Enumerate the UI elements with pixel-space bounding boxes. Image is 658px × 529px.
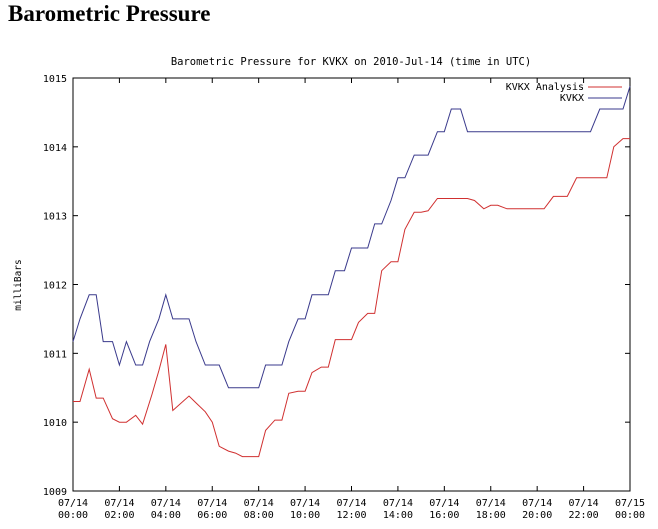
x-tick-label-date: 07/15 <box>615 498 645 509</box>
y-axis: 1009 1010 1011 1012 1013 1014 1015 <box>43 74 630 498</box>
series-line-kvkx-analysis <box>73 138 630 458</box>
x-tick-label-time: 06:00 <box>197 510 227 521</box>
x-tick-label-date: 07/14 <box>197 498 227 509</box>
x-tick-label-date: 07/14 <box>290 498 320 509</box>
y-tick-label: 1013 <box>43 212 67 223</box>
plot-frame <box>72 77 631 492</box>
y-tick-label: 1014 <box>43 143 67 154</box>
legend-label: KVKX <box>560 93 584 104</box>
y-tick-label: 1011 <box>43 349 67 360</box>
x-tick-label-time: 22:00 <box>569 510 599 521</box>
x-tick-label-time: 12:00 <box>336 510 366 521</box>
y-tick-label: 1010 <box>43 418 67 429</box>
y-axis-label: milliBars <box>13 259 24 310</box>
x-tick-label-date: 07/14 <box>58 498 88 509</box>
x-tick-label-time: 16:00 <box>429 510 459 521</box>
x-tick-label-time: 08:00 <box>244 510 274 521</box>
x-tick-label-date: 07/14 <box>151 498 181 509</box>
x-tick-label-time: 04:00 <box>151 510 181 521</box>
x-tick-label-time: 18:00 <box>476 510 506 521</box>
x-tick-label-date: 07/14 <box>244 498 274 509</box>
x-tick-label-date: 07/14 <box>476 498 506 509</box>
x-tick-label-time: 00:00 <box>58 510 88 521</box>
x-tick-label-date: 07/14 <box>429 498 459 509</box>
legend-label: KVKX Analysis <box>506 82 584 93</box>
y-tick-label: 1009 <box>43 487 67 498</box>
x-tick-label-date: 07/14 <box>383 498 413 509</box>
chart-title: Barometric Pressure for KVKX on 2010-Jul… <box>171 56 531 68</box>
series-line-kvkx <box>72 86 631 389</box>
x-tick-label-date: 07/14 <box>336 498 366 509</box>
x-tick-label-time: 10:00 <box>290 510 320 521</box>
y-tick-label: 1015 <box>43 74 67 85</box>
x-axis: 07/1400:0007/1402:0007/1404:0007/1406:00… <box>58 78 645 521</box>
series-layer <box>72 86 631 458</box>
x-tick-label-time: 14:00 <box>383 510 413 521</box>
x-tick-label-date: 07/14 <box>569 498 599 509</box>
x-tick-label-date: 07/14 <box>522 498 552 509</box>
page-heading: Barometric Pressure <box>8 1 211 26</box>
x-tick-label-time: 00:00 <box>615 510 645 521</box>
x-tick-label-date: 07/14 <box>104 498 134 509</box>
x-tick-label-time: 02:00 <box>104 510 134 521</box>
y-tick-label: 1012 <box>43 281 67 292</box>
x-tick-label-time: 20:00 <box>522 510 552 521</box>
